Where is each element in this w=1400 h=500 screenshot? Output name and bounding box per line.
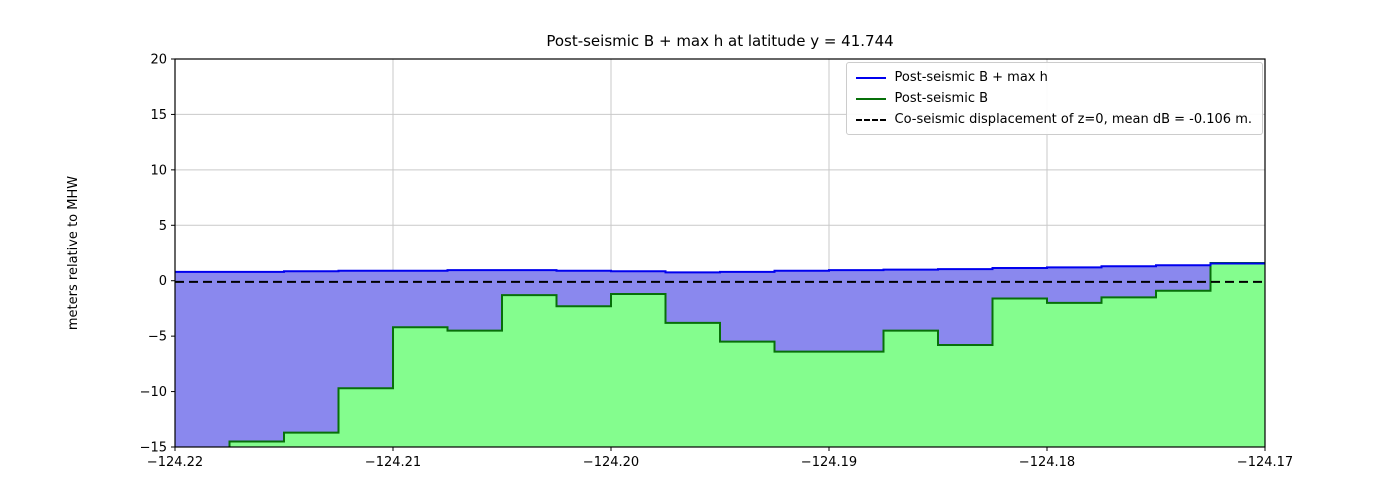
line-post-seismic-b (228, 261, 1265, 447)
line-post-seismic-b-plus-max-h (175, 262, 1265, 274)
y-tick-label: 20 (150, 53, 167, 68)
x-tick-label: −124.22 (147, 455, 203, 470)
x-tick-label: −124.20 (583, 455, 639, 470)
x-tick-label: −124.19 (801, 455, 857, 470)
legend-item: Co-seismic displacement of z=0, mean dB … (855, 112, 1253, 127)
legend-line-sample-blue (855, 76, 886, 79)
legend-item: Post-seismic B + max h (855, 70, 1253, 85)
y-tick-label: 0 (159, 274, 167, 289)
legend-line-sample-green (855, 97, 886, 100)
y-tick-label: 10 (150, 163, 167, 178)
chart-title: Post-seismic B + max h at latitude y = 4… (546, 32, 894, 50)
y-tick-label: −5 (148, 330, 167, 345)
legend-item: Post-seismic B (855, 91, 1253, 106)
y-tick-label: −10 (140, 385, 167, 400)
legend-label: Post-seismic B + max h (894, 70, 1048, 85)
area-fill-post-seismic-b (229, 262, 1265, 447)
y-tick-label: −15 (140, 441, 167, 456)
legend: Post-seismic B + max h Post-seismic B Co… (845, 62, 1263, 135)
legend-line-sample-dashed (855, 118, 886, 121)
legend-label: Co-seismic displacement of z=0, mean dB … (894, 112, 1253, 127)
legend-label: Post-seismic B (894, 91, 989, 106)
plot-border (174, 58, 1266, 448)
x-tick-label: −124.17 (1237, 455, 1293, 470)
x-tick-label: −124.18 (1019, 455, 1075, 470)
x-tick-label: −124.21 (365, 455, 421, 470)
y-tick-label: 5 (159, 219, 167, 234)
y-tick-label: 15 (150, 108, 167, 123)
